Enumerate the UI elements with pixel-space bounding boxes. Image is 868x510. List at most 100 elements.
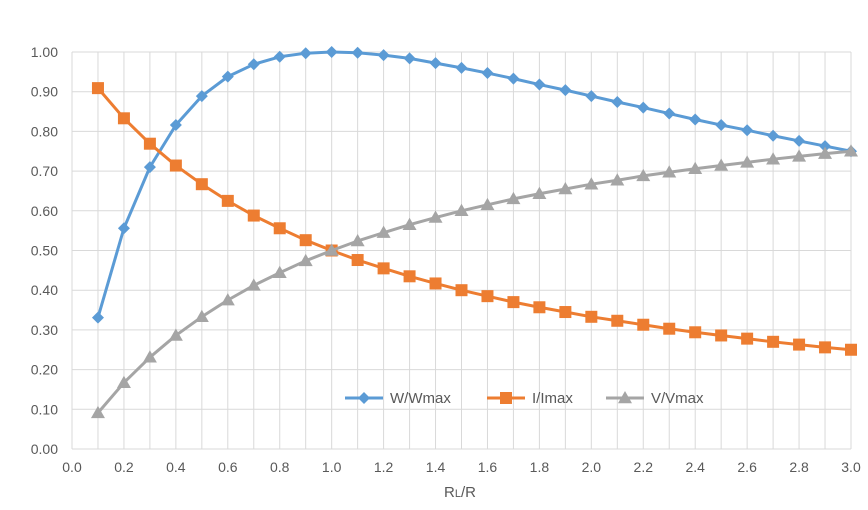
legend: W/Wmax I/Imax V/Vmax xyxy=(345,390,704,407)
data-point-v-vmax xyxy=(714,158,729,171)
y-tick-label: 1.00 xyxy=(31,44,58,60)
data-point-v-vmax xyxy=(246,278,261,291)
x-tick-label: 0.8 xyxy=(270,459,290,475)
data-point-v-vmax xyxy=(298,253,313,267)
data-point-v-vmax xyxy=(376,225,391,238)
data-point-v-vmax xyxy=(428,210,443,223)
data-point-w-wmax xyxy=(169,119,182,132)
data-point-v-vmax xyxy=(792,149,807,162)
series-w-wmax xyxy=(91,46,857,324)
data-point-v-vmax xyxy=(766,152,781,165)
data-point-w-wmax xyxy=(325,46,338,58)
data-point-i-imax xyxy=(533,301,546,314)
x-tick-label: 1.8 xyxy=(530,459,550,475)
legend-marker xyxy=(358,392,370,404)
data-point-w-wmax xyxy=(689,113,702,126)
data-point-i-imax xyxy=(793,338,806,351)
data-point-w-wmax xyxy=(455,61,468,74)
data-point-w-wmax xyxy=(793,134,806,147)
data-point-i-imax xyxy=(195,178,208,191)
x-tick-label: 1.4 xyxy=(426,459,446,475)
data-point-v-vmax xyxy=(532,186,547,199)
data-point-i-imax xyxy=(611,314,624,327)
x-tick-label: 1.0 xyxy=(322,459,342,475)
data-point-i-imax xyxy=(507,296,520,309)
series-lines xyxy=(90,46,858,419)
data-point-v-vmax xyxy=(142,350,157,363)
data-point-w-wmax xyxy=(143,161,156,174)
y-tick-label: 0.10 xyxy=(31,401,58,417)
data-point-i-imax xyxy=(117,112,130,125)
series-i-imax xyxy=(91,82,857,356)
data-point-i-imax xyxy=(429,277,442,290)
data-point-i-imax xyxy=(767,335,780,348)
legend-label: W/Wmax xyxy=(390,390,451,407)
data-point-w-wmax xyxy=(299,47,312,60)
data-point-v-vmax xyxy=(454,203,469,217)
data-point-v-vmax xyxy=(818,146,833,159)
data-point-v-vmax xyxy=(272,265,287,278)
data-point-v-vmax xyxy=(740,155,755,168)
legend-marker xyxy=(618,391,632,404)
y-tick-label: 0.40 xyxy=(31,282,58,298)
data-point-w-wmax xyxy=(247,58,260,71)
x-tick-label: 2.2 xyxy=(634,459,654,475)
x-tick-label: 2.0 xyxy=(582,459,602,475)
legend-item-i-imax: I/Imax xyxy=(487,390,573,407)
legend-item-w-wmax: W/Wmax xyxy=(345,390,451,407)
data-point-i-imax xyxy=(377,262,390,275)
data-point-v-vmax xyxy=(168,328,183,341)
y-tick-label: 0.60 xyxy=(31,203,58,219)
data-point-w-wmax xyxy=(273,50,286,63)
data-point-v-vmax xyxy=(662,165,677,178)
data-point-i-imax xyxy=(169,159,182,172)
data-point-i-imax xyxy=(845,343,857,356)
data-point-i-imax xyxy=(637,318,650,331)
y-tick-label: 0.20 xyxy=(31,362,58,378)
x-tick-label: 1.6 xyxy=(478,459,498,475)
x-tick-label: 0.2 xyxy=(114,459,134,475)
data-point-w-wmax xyxy=(533,78,546,91)
data-point-i-imax xyxy=(299,234,312,247)
data-point-w-wmax xyxy=(403,52,416,65)
x-tick-label: 0.4 xyxy=(166,459,186,475)
y-tick-label: 0.30 xyxy=(31,322,58,338)
data-point-w-wmax xyxy=(741,124,754,137)
data-point-w-wmax xyxy=(559,84,572,97)
data-point-i-imax xyxy=(559,306,572,319)
x-tick-label: 2.4 xyxy=(685,459,705,475)
x-tick-label: 2.6 xyxy=(737,459,757,475)
data-point-w-wmax xyxy=(221,70,234,83)
data-point-i-imax xyxy=(273,222,286,235)
data-point-i-imax xyxy=(689,326,702,339)
data-point-v-vmax xyxy=(480,197,495,211)
data-point-w-wmax xyxy=(507,72,520,85)
legend-marker xyxy=(500,392,512,404)
data-point-v-vmax xyxy=(506,191,521,205)
data-point-i-imax xyxy=(481,290,494,303)
data-point-i-imax xyxy=(221,194,234,207)
data-point-i-imax xyxy=(715,329,728,342)
y-tick-label: 0.90 xyxy=(31,84,58,100)
data-point-v-vmax xyxy=(636,168,651,182)
data-point-w-wmax xyxy=(351,46,364,59)
data-point-v-vmax xyxy=(844,144,858,157)
data-point-w-wmax xyxy=(91,311,104,324)
data-point-v-vmax xyxy=(90,405,105,419)
x-tick-label: 0.6 xyxy=(218,459,238,475)
data-point-i-imax xyxy=(585,310,598,323)
legend-item-v-vmax: V/Vmax xyxy=(606,390,704,407)
x-axis-tick-labels: 0.0 0.2 0.4 0.6 0.8 1.0 1.2 1.4 1.6 1.8 2.0 2.2 2.4 2… xyxy=(62,459,861,475)
data-point-i-imax xyxy=(351,254,364,267)
data-point-w-wmax xyxy=(767,129,780,142)
x-tick-label: 2.8 xyxy=(789,459,809,475)
legend-label: V/Vmax xyxy=(651,390,704,407)
data-point-w-wmax xyxy=(715,119,728,132)
data-point-i-imax xyxy=(663,322,676,335)
data-point-w-wmax xyxy=(481,67,494,80)
data-point-w-wmax xyxy=(663,107,676,120)
series-v-vmax xyxy=(90,144,858,419)
